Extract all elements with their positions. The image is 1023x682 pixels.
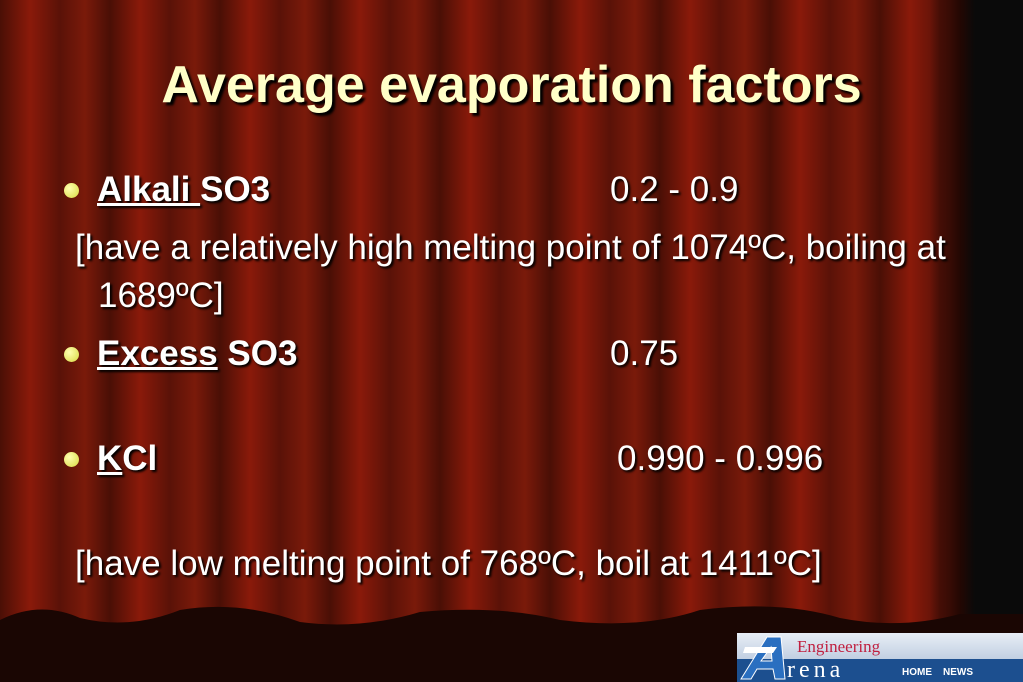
logo: Engineering rena HOME NEWS	[737, 633, 1023, 682]
label-rest: SO3	[217, 334, 298, 373]
logo-top: Engineering	[797, 637, 881, 656]
item-value: 0.75	[610, 334, 679, 373]
nav-link[interactable]: NEWS	[943, 667, 973, 678]
label-underlined: Excess	[97, 334, 218, 373]
logo-word: rena	[787, 657, 844, 682]
item-value: 0.990 - 0.996	[617, 439, 824, 478]
label-rest: SO3	[200, 170, 271, 209]
logo-art: Engineering rena HOME NEWS	[737, 636, 1023, 682]
bullet	[64, 347, 79, 362]
slide-title: Average evaporation factors	[161, 56, 862, 114]
item-label: Alkali SO3	[97, 166, 270, 214]
label-underlined: Alkali	[97, 170, 201, 209]
nav-link[interactable]: HOME	[902, 667, 932, 678]
item-note: [have a relatively high melting point of…	[75, 228, 946, 315]
label-rest: Cl	[122, 439, 158, 478]
item-label: Excess SO3	[97, 330, 297, 378]
bullet	[64, 183, 79, 198]
item-note: [have low melting point of 768ºC, boil a…	[75, 544, 822, 583]
item-label: KCl	[97, 435, 157, 483]
label-underlined: K	[97, 439, 123, 478]
item-value: 0.2 - 0.9	[610, 170, 739, 209]
bullet	[64, 452, 79, 467]
